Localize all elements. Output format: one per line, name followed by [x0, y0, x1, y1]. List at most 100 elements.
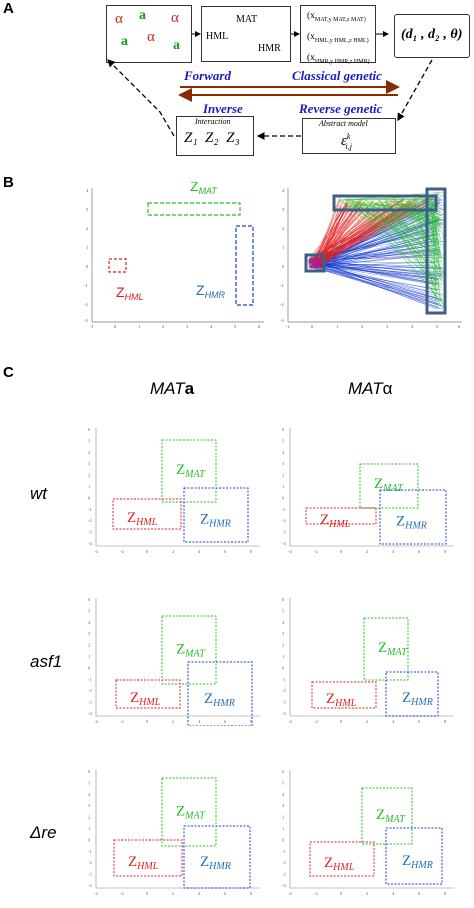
plot-wt-matalpha-xtick: -2: [314, 549, 318, 554]
plot-wt-mata-ytick: 1: [88, 484, 90, 489]
b-left-hml-box: [108, 258, 127, 273]
plot-wt-matalpha-z-hmr: ZHMR: [396, 514, 427, 532]
plot-dre-mata-ytick: 4: [88, 792, 91, 797]
interaction-title: Interaction: [195, 117, 231, 126]
b-right-hmr-frame: [425, 187, 447, 315]
b-left-xtick-3: 1: [138, 324, 140, 329]
plot-asf1-matalpha-ytick: 0: [282, 665, 285, 670]
plot-wt-matalpha-ytick: -4: [282, 541, 286, 546]
plot-asf1-mata-ytick: 1: [88, 654, 90, 659]
plot-dre-matalpha-ytick: 5: [282, 780, 285, 785]
plot-asf1-mata-ytick: 4: [88, 620, 91, 625]
plot-dre-mata-xtick: 2: [172, 891, 174, 896]
b-left-xtick-8: 6: [258, 324, 261, 329]
plot-asf1-mata-z-mat: ZMAT: [176, 641, 206, 659]
plot-dre-mata-ytick: 6: [88, 769, 91, 774]
plot-wt-mata-mat-box: [161, 439, 217, 503]
plot-dre-matalpha-ytick: -1: [282, 849, 286, 854]
coord-row-hml: (xHML,y HML,z HML): [307, 31, 369, 44]
abstract-model-box: Abstract model εki,j: [302, 118, 396, 154]
plot-dre-mata-xtick: 8: [250, 891, 253, 896]
plot-dre-mata-ytick: 1: [88, 826, 90, 831]
plot-asf1-mata-ytick: 6: [88, 597, 91, 602]
plot-wt-mata-ytick: 4: [88, 450, 91, 455]
b-left-z-hml: ZHML: [116, 284, 144, 302]
b-left-xtick-7: 5: [234, 324, 237, 329]
plot-dre-mata-ytick: 0: [88, 837, 91, 842]
dish-alpha-2: α: [171, 10, 179, 26]
abstract-model-variable: εki,j: [341, 132, 352, 151]
b-right-hml-frame: [304, 253, 326, 273]
result-label: (d₁ , d₂ , θ): [401, 27, 463, 42]
panel-b-left-plot: -1 0 1 2 3 4 5 6 4 3 2 1 0 -1 -2 -3 ZMAT…: [84, 182, 264, 329]
b-left-xtick-5: 3: [186, 324, 189, 329]
plot-asf1-matalpha-ytick: 4: [282, 620, 285, 625]
plot-asf1-matalpha-hml-box: [311, 681, 377, 709]
plot-dre-matalpha: -4 -2 0 2 4 6 8 6 5 4 3 2 1 0 -1 -2 -3 -4 ZMAT ZHML ZHMR: [282, 769, 454, 896]
plot-dre-matalpha-xtick: 4: [392, 891, 395, 896]
plot-dre-matalpha-ytick: 6: [282, 769, 285, 774]
dish-a-2: a: [121, 34, 128, 49]
plot-wt-matalpha-ytick: 0: [282, 495, 285, 500]
b-left-z-mat: ZMAT: [190, 182, 218, 196]
dashed-arrow-result-to-model: [397, 59, 433, 122]
plot-asf1-matalpha-ytick: -2: [282, 688, 286, 693]
plot-asf1-matalpha-hmr-box: [385, 671, 439, 717]
plot-wt-mata-ytick: 5: [88, 438, 91, 443]
dashed-arrow-interaction-to-dish: [107, 59, 175, 137]
plot-wt-matalpha-ytick: -1: [282, 507, 286, 512]
plot-wt-mata-xtick: 2: [172, 549, 174, 554]
plot-asf1-matalpha-z-hmr: ZHMR: [402, 690, 433, 708]
b-left-xtick-2: 0: [114, 324, 117, 329]
plot-asf1-mata-xtick: -2: [120, 719, 124, 724]
plot-wt-mata-ytick: -2: [88, 518, 92, 523]
b-right-xtick-3: 1: [336, 324, 338, 329]
loci-hml-label: HML: [206, 31, 229, 42]
b-right-interaction-lines: [307, 191, 445, 310]
plot-dre-matalpha-ytick: 1: [282, 826, 284, 831]
plot-wt-mata-xtick: 0: [146, 549, 149, 554]
plot-wt-matalpha-xtick: 0: [340, 549, 343, 554]
plot-asf1-mata-xtick: 4: [198, 719, 201, 724]
plot-asf1-matalpha-ytick: 6: [282, 597, 285, 602]
b-right-xtick-5: 3: [386, 324, 389, 329]
panel-a-letter: A: [3, 0, 14, 17]
b-left-ytick-6: -1: [84, 283, 88, 288]
plot-wt-matalpha-xtick: 6: [418, 549, 421, 554]
interaction-variables: Z₁ Z₂ Z₃: [184, 130, 240, 146]
plot-dre-mata-ytick: 3: [88, 803, 91, 808]
plot-wt-matalpha: -4 -2 0 2 4 6 8 6 5 4 3 2 1 0 -1 -2 -3 -4 ZMAT ZHML ZHMR: [282, 427, 454, 554]
b-left-z-hmr: ZHMR: [196, 282, 226, 300]
plot-dre-matalpha-z-hmr: ZHMR: [402, 853, 433, 871]
plot-wt-matalpha-ytick: 1: [282, 484, 284, 489]
plot-asf1-mata-mat-box: [161, 615, 217, 685]
plot-asf1-matalpha-ytick: 3: [282, 631, 285, 636]
plot-asf1-matalpha-xtick: -4: [288, 719, 292, 724]
plot-asf1-mata-ytick: 5: [88, 608, 91, 613]
plot-dre-matalpha-ytick: 0: [282, 837, 285, 842]
panel-c-letter: C: [3, 364, 14, 381]
plot-dre-mata-ytick: 5: [88, 780, 91, 785]
b-left-xtick-4: 2: [162, 324, 164, 329]
b-left-xtick-1: -1: [90, 324, 94, 329]
plot-dre-mata-xtick: -2: [120, 891, 124, 896]
plot-wt-mata-xtick: -4: [94, 549, 98, 554]
plot-wt-matalpha-hmr-box: [379, 489, 447, 545]
plot-asf1-matalpha-xtick: 6: [418, 719, 421, 724]
plot-asf1-mata-ytick: -4: [88, 711, 92, 716]
plot-dre-mata-xtick: 0: [146, 891, 149, 896]
panel-b-letter: B: [3, 174, 14, 191]
plot-dre-matalpha-xtick: 0: [340, 891, 343, 896]
plot-dre-mata-z-hml: ZHML: [128, 854, 159, 872]
plot-wt-mata-ytick: 0: [88, 495, 91, 500]
coordinate-box: (xMAT,y MAT,z MAT) (xHML,y HML,z HML) (x…: [300, 5, 376, 65]
plot-dre-matalpha-ytick: -3: [282, 872, 286, 877]
plot-dre-matalpha-ytick: 3: [282, 803, 285, 808]
plot-wt-mata-ytick: 6: [88, 427, 91, 432]
row-label-asf1: asf1: [30, 652, 63, 671]
plot-asf1-mata-z-hmr: ZHMR: [204, 691, 235, 709]
plot-wt-mata-xtick: -2: [120, 549, 124, 554]
plot-asf1-matalpha-ytick: -3: [282, 700, 286, 705]
plot-asf1-matalpha-z-hml: ZHML: [326, 691, 357, 709]
loci-mat-label: MAT: [236, 14, 258, 25]
